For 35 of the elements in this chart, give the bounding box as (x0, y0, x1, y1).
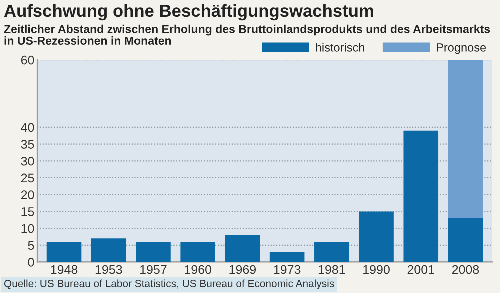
bar (359, 212, 394, 262)
y-tick-label: 25 (21, 174, 34, 183)
bar (180, 242, 216, 262)
bar (225, 235, 260, 262)
y-tick-label: 15 (22, 208, 34, 216)
legend-label: Prognose (437, 44, 486, 54)
x-tick-label: 1969 (230, 265, 256, 274)
y-tick-label: 10 (22, 224, 34, 234)
x-tick-label: 1948 (51, 265, 78, 274)
chart-title: Aufschwung ohne Beschäftigungswachstum (4, 4, 374, 21)
bar (46, 242, 82, 262)
bar (404, 130, 439, 262)
bar (270, 252, 305, 262)
y-tick-label: 5 (28, 241, 34, 250)
x-tick-label: 1957 (140, 265, 167, 274)
y-tick-label: 35 (21, 140, 34, 149)
x-tick-label: 1973 (274, 265, 301, 274)
x-tick-label: 1981 (318, 265, 346, 274)
bar (448, 218, 484, 262)
y-tick-label: 40 (21, 123, 34, 132)
bar (91, 238, 126, 262)
bar (136, 242, 171, 262)
y-tick-label: 60 (21, 56, 34, 65)
bar (448, 60, 484, 218)
legend-label: historisch (316, 43, 364, 52)
x-tick-label: 2001 (408, 265, 434, 274)
y-tick-label: 30 (21, 156, 34, 166)
y-tick-label: 20 (21, 190, 34, 200)
x-tick-label: 1990 (364, 265, 390, 274)
x-tick-label: 1953 (96, 265, 122, 274)
x-tick-label: 2008 (452, 265, 480, 274)
x-tick-label: 1960 (185, 265, 212, 274)
bar (314, 242, 350, 262)
source-note: Quelle: US Bureau of Labor Statistics, US Bureau of Economic Analysis (4, 280, 334, 290)
y-tick-label: 0 (28, 258, 34, 267)
